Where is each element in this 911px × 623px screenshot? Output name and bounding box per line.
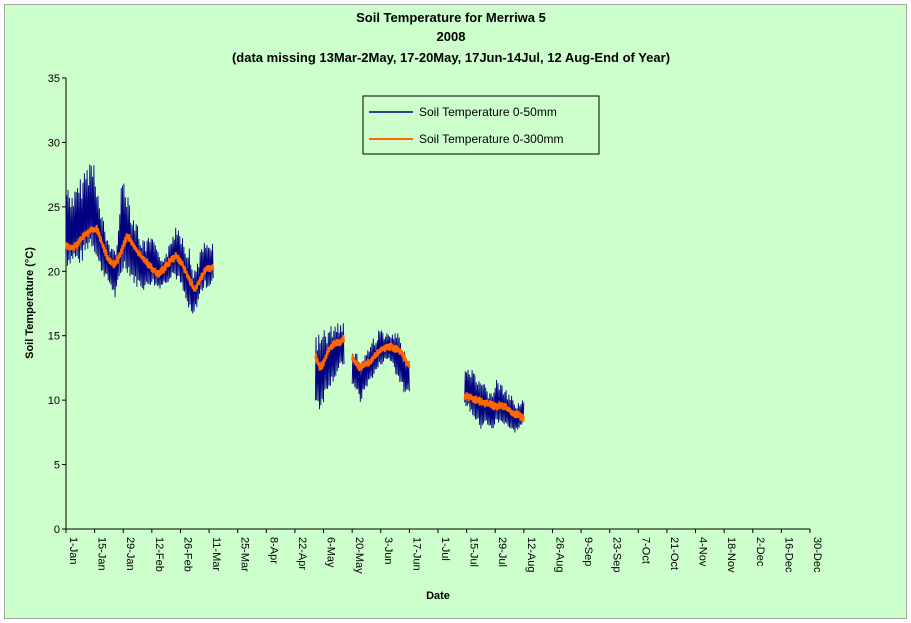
x-tick-label: 12-Aug <box>525 537 537 572</box>
series-0-50mm-line <box>351 330 410 402</box>
series-0-300mm-line <box>463 392 525 423</box>
y-tick-label: 25 <box>48 202 60 214</box>
chart-subtitle: 2008 <box>437 29 466 44</box>
x-tick-label: 15-Jan <box>96 537 108 571</box>
x-tick-label: 20-May <box>353 537 365 574</box>
x-tick-label: 30-Dec <box>811 537 823 573</box>
series-0-50mm-line <box>314 323 345 410</box>
x-tick-label: 3-Jun <box>382 537 394 565</box>
x-tick-label: 21-Oct <box>668 537 680 570</box>
chart-canvas: Soil Temperature for Merriwa 5 2008 (dat… <box>24 10 823 602</box>
legend-label-0-300mm: Soil Temperature 0-300mm <box>419 132 564 146</box>
legend: Soil Temperature 0-50mm Soil Temperature… <box>362 95 600 155</box>
y-tick-label: 30 <box>48 137 60 149</box>
x-tick-label: 26-Feb <box>181 537 193 572</box>
series-0-300mm-line <box>314 334 345 371</box>
x-tick-label: 22-Apr <box>296 537 308 570</box>
y-axis-title: Soil Temperature (°C) <box>24 247 36 359</box>
series-0-300mm-line <box>65 224 215 292</box>
chart-title: Soil Temperature for Merriwa 5 <box>356 10 546 25</box>
x-tick-label: 4-Nov <box>697 537 709 567</box>
y-tick-label: 5 <box>54 460 60 472</box>
x-tick-label: 7-Oct <box>639 537 651 564</box>
x-tick-label: 9-Sep <box>582 537 594 566</box>
x-tick-label: 12-Feb <box>153 537 165 572</box>
x-tick-label: 2-Dec <box>754 537 766 567</box>
x-tick-label: 8-Apr <box>267 537 279 564</box>
series-0-50mm-line <box>65 164 214 314</box>
x-tick-label: 18-Nov <box>725 537 737 573</box>
series-0-300mm-line <box>351 342 411 371</box>
plot-area: 0 5 10 15 20 25 30 35 1-Jan 15-Jan 29-Jan 12-Feb 26-… <box>48 73 823 574</box>
x-tick-label: 23-Sep <box>611 537 623 572</box>
chart-note: (data missing 13Mar-2May, 17-20May, 17Ju… <box>232 50 670 65</box>
x-tick-label: 29-Jul <box>496 537 508 567</box>
x-axis-title: Date <box>426 590 450 602</box>
x-tick-label: 26-Aug <box>553 537 565 572</box>
x-tick-label: 6-May <box>325 537 337 568</box>
x-tick-label: 1-Jul <box>439 537 451 561</box>
x-tick-label: 1-Jan <box>67 537 79 565</box>
x-tick-label: 17-Jun <box>410 537 422 571</box>
x-tick-label: 11-Mar <box>210 537 222 571</box>
x-tick-label: 15-Jul <box>468 537 480 567</box>
y-tick-label: 15 <box>48 331 60 343</box>
x-tick-label: 29-Jan <box>124 537 136 571</box>
chart-area: Soil Temperature for Merriwa 5 2008 (dat… <box>4 4 907 619</box>
y-tick-label: 0 <box>54 524 60 536</box>
y-tick-label: 10 <box>48 395 60 407</box>
y-tick-label: 20 <box>48 266 60 278</box>
legend-box <box>362 95 600 155</box>
legend-label-0-50mm: Soil Temperature 0-50mm <box>419 105 557 119</box>
x-tick-label: 16-Dec <box>782 537 794 573</box>
y-tick-label: 35 <box>48 73 60 85</box>
x-tick-label: 25-Mar <box>239 537 251 572</box>
